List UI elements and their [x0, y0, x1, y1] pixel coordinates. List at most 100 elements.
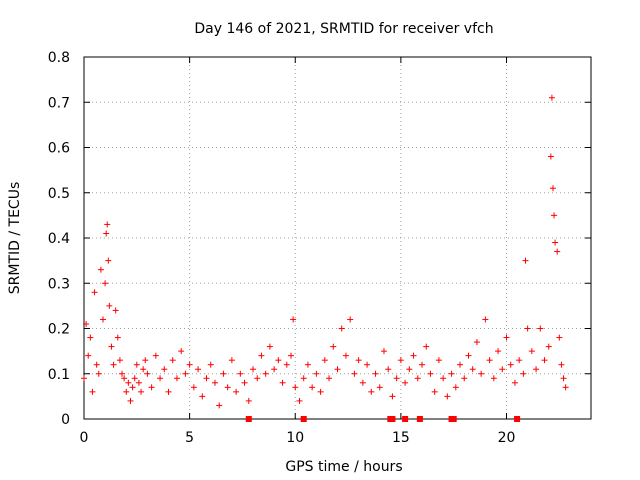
data-point	[330, 343, 337, 350]
data-point	[211, 379, 218, 386]
data-point	[385, 366, 392, 373]
data-point	[503, 334, 510, 341]
data-point	[173, 375, 180, 382]
data-points	[81, 94, 569, 409]
data-point	[338, 325, 345, 332]
data-point	[142, 357, 149, 364]
data-point	[140, 366, 147, 373]
y-tick-label: 0.7	[48, 95, 70, 111]
data-point	[533, 366, 540, 373]
data-point	[102, 280, 109, 287]
data-point	[250, 366, 256, 373]
data-point	[161, 366, 168, 373]
data-point	[91, 289, 98, 296]
data-point	[112, 307, 119, 314]
data-point	[359, 379, 366, 386]
data-point	[419, 361, 425, 368]
data-point	[182, 370, 189, 377]
x-tick-label: 10	[286, 430, 304, 446]
data-point	[522, 257, 529, 264]
zero-marker	[450, 416, 457, 422]
y-tick-label: 0.8	[48, 50, 70, 66]
data-point	[552, 239, 559, 246]
data-point	[190, 384, 197, 391]
data-point	[165, 388, 172, 395]
x-tick-label: 20	[498, 430, 516, 446]
data-point	[551, 212, 558, 219]
data-point	[135, 379, 142, 386]
data-point	[410, 352, 417, 359]
data-point	[549, 185, 556, 192]
data-point	[562, 384, 569, 391]
data-point	[186, 361, 193, 368]
data-point	[228, 357, 235, 364]
data-point	[547, 153, 554, 160]
data-point	[81, 375, 87, 382]
data-point	[351, 370, 358, 377]
data-point	[103, 230, 110, 237]
data-point	[133, 361, 140, 368]
data-point	[334, 366, 341, 373]
data-point	[321, 357, 328, 364]
data-point	[431, 388, 438, 395]
chart-title: Day 146 of 2021, SRMTID for receiver vfc…	[194, 21, 493, 37]
zero-marker	[300, 416, 307, 422]
data-point	[393, 375, 400, 382]
data-point	[368, 388, 375, 395]
axis-ticks	[83, 56, 591, 420]
data-point	[114, 334, 121, 341]
data-point	[108, 343, 115, 350]
data-point	[548, 94, 555, 101]
data-point	[169, 357, 176, 364]
x-axis-label: GPS time / hours	[285, 459, 402, 475]
data-point	[372, 370, 379, 377]
data-point	[106, 302, 113, 309]
data-point	[537, 325, 544, 332]
x-tick-labels: 0 5 10 15 20	[80, 430, 516, 446]
data-point	[258, 352, 265, 359]
data-point	[97, 266, 104, 273]
data-point	[520, 370, 527, 377]
data-point	[131, 375, 138, 382]
data-point	[313, 370, 320, 377]
zero-marker	[245, 416, 252, 422]
data-point	[309, 384, 316, 391]
data-point	[482, 316, 489, 323]
x-tick-label: 5	[185, 430, 194, 446]
data-point	[528, 348, 535, 355]
data-point	[254, 375, 261, 382]
data-point	[347, 316, 354, 323]
data-point	[178, 348, 185, 355]
y-tick-label: 0.6	[48, 141, 70, 157]
data-point	[95, 370, 102, 377]
data-point	[288, 352, 295, 359]
data-point	[224, 384, 231, 391]
data-point	[435, 357, 442, 364]
data-point	[355, 357, 362, 364]
y-tick-label: 0.3	[48, 276, 70, 292]
data-point	[89, 388, 96, 395]
data-point	[516, 357, 523, 364]
data-point	[283, 361, 290, 368]
data-point	[406, 366, 413, 373]
data-point	[304, 361, 311, 368]
zero-marker	[416, 416, 423, 422]
data-point	[423, 343, 430, 350]
data-point	[262, 370, 269, 377]
data-point	[85, 352, 92, 359]
data-point	[275, 357, 282, 364]
data-point	[524, 325, 531, 332]
data-point	[245, 397, 252, 404]
data-point	[100, 316, 107, 323]
data-point	[490, 375, 497, 382]
data-point	[402, 379, 409, 386]
data-point	[296, 397, 303, 404]
data-point	[397, 357, 404, 364]
data-point	[271, 366, 278, 373]
data-point	[207, 361, 214, 368]
y-tick-labels: 0 0.1 0.2 0.3 0.4 0.5 0.6 0.7 0.8	[48, 50, 70, 428]
data-point	[507, 361, 514, 368]
data-point	[511, 379, 518, 386]
data-point	[241, 379, 248, 386]
